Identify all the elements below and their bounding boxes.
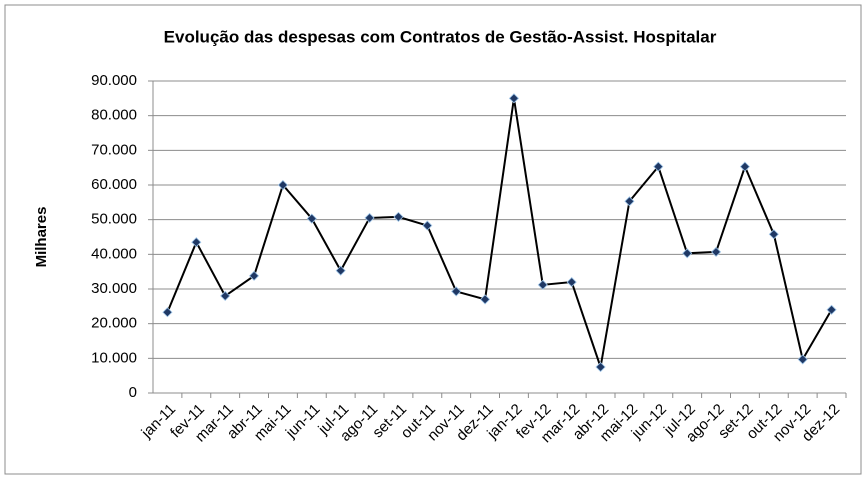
y-tick-label: 0 bbox=[129, 384, 137, 401]
data-point bbox=[768, 229, 779, 240]
data-point bbox=[191, 237, 202, 248]
chart-title: Evolução das despesas com Contratos de G… bbox=[164, 27, 717, 46]
data-point bbox=[537, 279, 548, 290]
data-point bbox=[422, 220, 433, 231]
data-point bbox=[624, 196, 635, 207]
data-point bbox=[653, 161, 664, 172]
data-point bbox=[451, 286, 462, 297]
data-line bbox=[166, 98, 833, 368]
data-point bbox=[566, 277, 577, 288]
y-tick-label: 10.000 bbox=[91, 349, 137, 366]
data-point bbox=[248, 270, 260, 281]
data-point bbox=[508, 93, 520, 104]
y-tick-label: 70.000 bbox=[91, 141, 137, 158]
data-point bbox=[710, 246, 722, 257]
data-point bbox=[739, 161, 751, 172]
data-point bbox=[364, 212, 375, 223]
data-point bbox=[682, 248, 693, 259]
data-point bbox=[479, 294, 491, 305]
data-point bbox=[826, 304, 837, 315]
y-axis-title: Milhares bbox=[33, 207, 50, 268]
y-tick-label: 50.000 bbox=[91, 211, 137, 228]
data-point bbox=[306, 213, 317, 224]
data-point bbox=[277, 179, 289, 191]
data-point bbox=[220, 290, 231, 301]
data-point bbox=[335, 265, 346, 276]
y-tick-label: 40.000 bbox=[91, 245, 137, 262]
y-tick-label: 90.000 bbox=[91, 72, 137, 89]
data-point bbox=[162, 307, 173, 318]
data-point bbox=[393, 211, 404, 222]
y-tick-label: 60.000 bbox=[91, 176, 137, 193]
data-point bbox=[797, 354, 808, 365]
data-point bbox=[595, 361, 606, 373]
y-tick-label: 30.000 bbox=[91, 280, 137, 297]
y-tick-label: 80.000 bbox=[91, 107, 137, 124]
y-tick-label: 20.000 bbox=[91, 315, 137, 332]
